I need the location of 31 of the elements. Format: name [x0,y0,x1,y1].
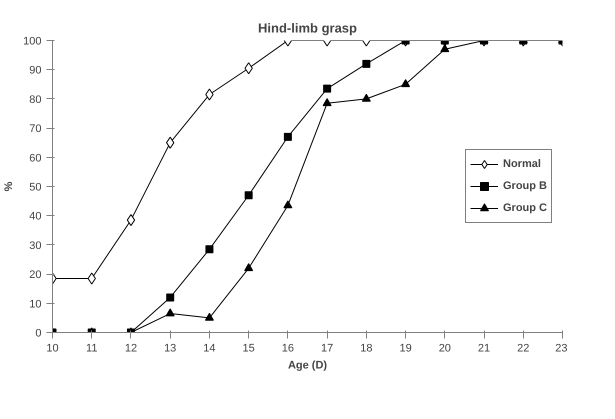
x-tick-label: 23 [555,342,568,354]
y-tick-label: 60 [29,152,42,164]
x-tick-label: 16 [282,342,294,354]
y-tick-label: 90 [29,64,42,77]
y-tick-label: 20 [29,269,42,282]
y-tick-label: 10 [29,298,42,310]
x-tick-label: 13 [164,342,176,354]
legend-label: Group B [503,179,547,193]
y-tick-label: 0 [35,328,42,340]
x-tick-label: 12 [124,342,138,354]
x-tick-label: 21 [478,342,490,354]
x-tick-label: 15 [242,342,255,354]
x-tick-label: 10 [46,342,59,354]
x-tick-label: 18 [360,342,372,354]
y-tick-label: 40 [29,210,42,223]
legend-label: Normal [503,157,541,171]
x-tick-label: 11 [86,342,98,354]
x-tick-label: 20 [438,342,451,354]
x-tick-label: 17 [321,342,334,354]
x-axis-title: Age (D) [288,360,328,372]
y-tick-label: 80 [29,94,42,106]
y-tick-label: 50 [29,182,42,194]
y-axis-title: % [3,181,16,192]
legend-label: Group C [503,201,547,215]
x-tick-label: 19 [399,342,412,354]
chart-title: Hind-limb grasp [258,20,358,36]
y-tick-label: 100 [23,36,42,48]
y-tick-label: 30 [29,240,42,252]
x-tick-label: 14 [203,342,216,354]
x-tick-label: 22 [517,342,530,354]
y-tick-label: 70 [29,123,42,136]
